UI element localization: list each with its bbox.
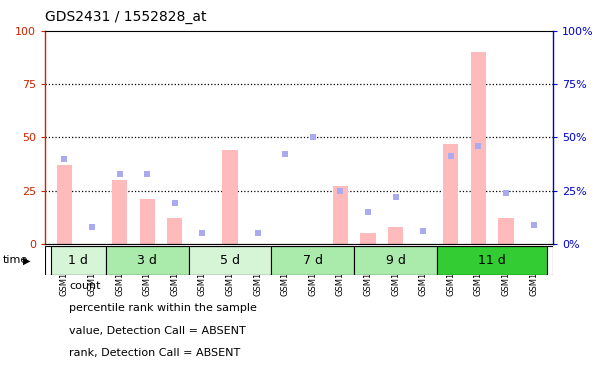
Bar: [189, 246, 272, 275]
Text: percentile rank within the sample: percentile rank within the sample: [69, 303, 257, 313]
Text: time: time: [3, 255, 28, 265]
Text: 5 d: 5 d: [220, 254, 240, 266]
Bar: [57, 165, 72, 244]
Bar: [437, 246, 548, 275]
Bar: [471, 52, 486, 244]
Text: value, Detection Call = ABSENT: value, Detection Call = ABSENT: [69, 326, 246, 336]
Bar: [139, 199, 155, 244]
Text: count: count: [69, 281, 100, 291]
Text: rank, Detection Call = ABSENT: rank, Detection Call = ABSENT: [69, 348, 240, 358]
Bar: [222, 150, 237, 244]
Text: ▶: ▶: [23, 255, 30, 265]
Bar: [361, 233, 376, 244]
Bar: [443, 144, 459, 244]
Bar: [498, 218, 514, 244]
Text: 11 d: 11 d: [478, 254, 506, 266]
Text: GDS2431 / 1552828_at: GDS2431 / 1552828_at: [45, 10, 207, 23]
Bar: [272, 246, 354, 275]
Bar: [50, 246, 106, 275]
Text: 9 d: 9 d: [386, 254, 406, 266]
Bar: [333, 186, 348, 244]
Bar: [106, 246, 189, 275]
Text: 1 d: 1 d: [69, 254, 88, 266]
Bar: [167, 218, 182, 244]
Text: 3 d: 3 d: [137, 254, 157, 266]
Text: 7 d: 7 d: [303, 254, 323, 266]
Bar: [388, 227, 403, 244]
Bar: [112, 180, 127, 244]
Bar: [354, 246, 437, 275]
Bar: [45, 244, 553, 286]
